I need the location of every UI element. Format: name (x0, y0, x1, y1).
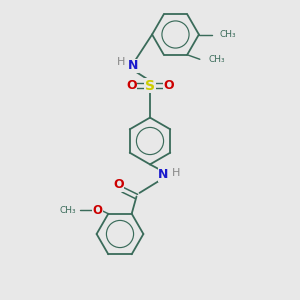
Text: O: O (92, 204, 102, 217)
Text: CH₃: CH₃ (60, 206, 76, 214)
Text: O: O (126, 79, 137, 92)
Text: S: S (145, 79, 155, 92)
Text: N: N (128, 59, 139, 73)
Text: CH₃: CH₃ (208, 55, 225, 64)
Text: H: H (172, 168, 180, 178)
Text: N: N (158, 168, 169, 181)
Text: CH₃: CH₃ (220, 30, 236, 39)
Text: O: O (113, 178, 124, 191)
Text: H: H (117, 57, 126, 68)
Text: O: O (163, 79, 174, 92)
